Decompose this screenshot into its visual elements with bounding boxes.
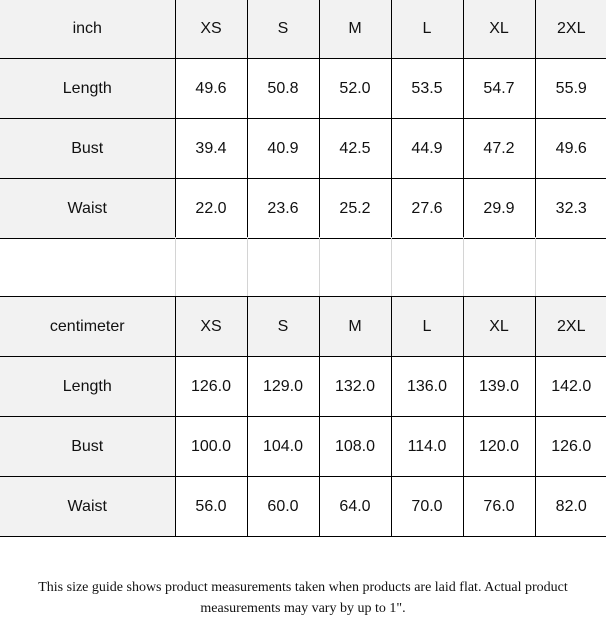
measurement-value: 136.0 [390,356,464,417]
measurement-value: 22.0 [174,178,248,239]
measurement-value: 108.0 [318,416,392,477]
size-header: S [246,0,320,59]
size-header: L [390,0,464,59]
measurement-value: 32.3 [534,178,606,239]
measurement-label: Waist [0,178,176,239]
measurement-value: 132.0 [318,356,392,417]
measurement-value: 25.2 [318,178,392,239]
centimeter-size-table: centimeter XS S M L XL 2XL Length 126.0 129.0 132.… [0,296,606,537]
measurement-value: 54.7 [462,58,536,119]
measurement-value: 82.0 [534,476,606,537]
measurement-value: 64.0 [318,476,392,537]
measurement-value: 129.0 [246,356,320,417]
unit-label: inch [0,0,176,59]
measurement-label: Waist [0,476,176,537]
size-header: XS [174,0,248,59]
measurement-value: 52.0 [318,58,392,119]
measurement-value: 104.0 [246,416,320,477]
table-spacer-row [0,237,606,296]
table-row: Bust 100.0 104.0 108.0 114.0 120.0 126.0 [0,416,606,477]
measurement-label: Length [0,356,176,417]
unit-label: centimeter [0,296,176,357]
table-row: Waist 22.0 23.6 25.2 27.6 29.9 32.3 [0,178,606,239]
measurement-value: 40.9 [246,118,320,179]
table-row: Waist 56.0 60.0 64.0 70.0 76.0 82.0 [0,476,606,537]
measurement-value: 50.8 [246,58,320,119]
measurement-value: 100.0 [174,416,248,477]
measurement-value: 139.0 [462,356,536,417]
measurement-value: 49.6 [174,58,248,119]
measurement-value: 142.0 [534,356,606,417]
measurement-value: 56.0 [174,476,248,537]
size-guide-note: This size guide shows product measuremen… [38,580,568,616]
table-row: Bust 39.4 40.9 42.5 44.9 47.2 49.6 [0,118,606,179]
measurement-value: 114.0 [390,416,464,477]
measurement-value: 76.0 [462,476,536,537]
measurement-value: 39.4 [174,118,248,179]
measurement-value: 44.9 [390,118,464,179]
measurement-value: 42.5 [318,118,392,179]
measurement-value: 53.5 [390,58,464,119]
measurement-value: 70.0 [390,476,464,537]
header-row: inch XS S M L XL 2XL [0,0,606,59]
size-header: 2XL [534,0,606,59]
size-header: M [318,296,392,357]
measurement-label: Bust [0,416,176,477]
measurement-value: 49.6 [534,118,606,179]
measurement-value: 29.9 [462,178,536,239]
measurement-value: 55.9 [534,58,606,119]
size-header: XL [462,0,536,59]
size-header: 2XL [534,296,606,357]
inch-size-table: inch XS S M L XL 2XL Length 49.6 50.8 52.0 53.5 54.7… [0,0,606,239]
measurement-value: 126.0 [534,416,606,477]
measurement-value: 47.2 [462,118,536,179]
size-header: S [246,296,320,357]
measurement-value: 126.0 [174,356,248,417]
size-header: XS [174,296,248,357]
measurement-value: 27.6 [390,178,464,239]
table-row: Length 49.6 50.8 52.0 53.5 54.7 55.9 [0,58,606,119]
header-row: centimeter XS S M L XL 2XL [0,296,606,357]
measurement-label: Bust [0,118,176,179]
table-row: Length 126.0 129.0 132.0 136.0 139.0 142.0 [0,356,606,417]
measurement-value: 60.0 [246,476,320,537]
size-header: XL [462,296,536,357]
size-header: M [318,0,392,59]
measurement-value: 23.6 [246,178,320,239]
measurement-label: Length [0,58,176,119]
size-header: L [390,296,464,357]
measurement-value: 120.0 [462,416,536,477]
